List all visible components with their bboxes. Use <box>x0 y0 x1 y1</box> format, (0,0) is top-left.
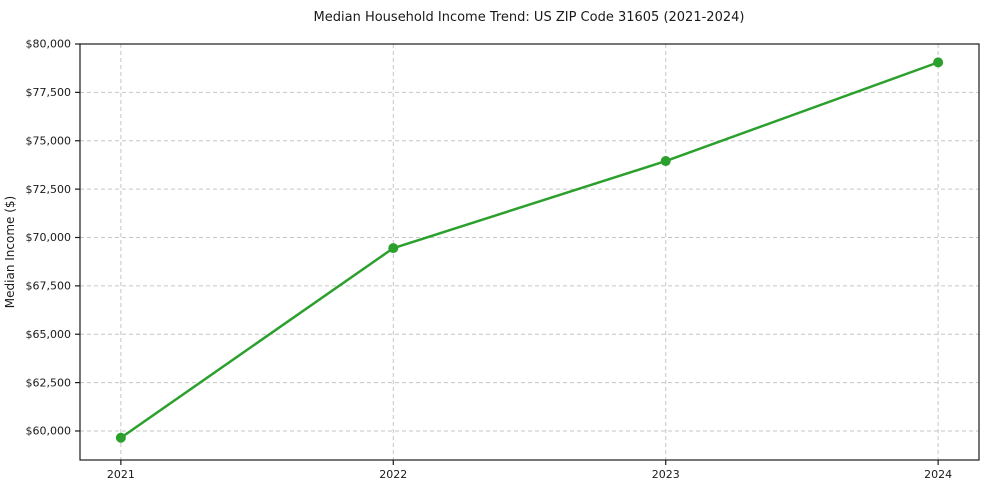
y-tick-label: $72,500 <box>26 183 72 196</box>
y-tick-label: $77,500 <box>26 86 72 99</box>
y-tick-label: $75,000 <box>26 134 72 147</box>
x-tick-label: 2024 <box>924 468 952 481</box>
y-tick-label: $70,000 <box>26 231 72 244</box>
data-point <box>388 243 399 254</box>
y-tick-label: $80,000 <box>26 38 72 51</box>
y-tick-label: $65,000 <box>26 328 72 341</box>
y-axis-label: Median Income ($) <box>3 196 17 308</box>
data-point <box>115 432 126 443</box>
x-tick-label: 2021 <box>107 468 135 481</box>
y-tick-label: $60,000 <box>26 425 72 438</box>
plot-border <box>79 43 980 461</box>
chart-title: Median Household Income Trend: US ZIP Co… <box>314 10 745 25</box>
trend-line <box>119 61 940 439</box>
y-tick-label: $67,500 <box>26 280 72 293</box>
y-tick-label: $62,500 <box>26 376 72 389</box>
data-point <box>660 156 671 167</box>
x-tick-label: 2022 <box>379 468 407 481</box>
x-tick-label: 2023 <box>652 468 680 481</box>
data-point <box>933 57 944 68</box>
